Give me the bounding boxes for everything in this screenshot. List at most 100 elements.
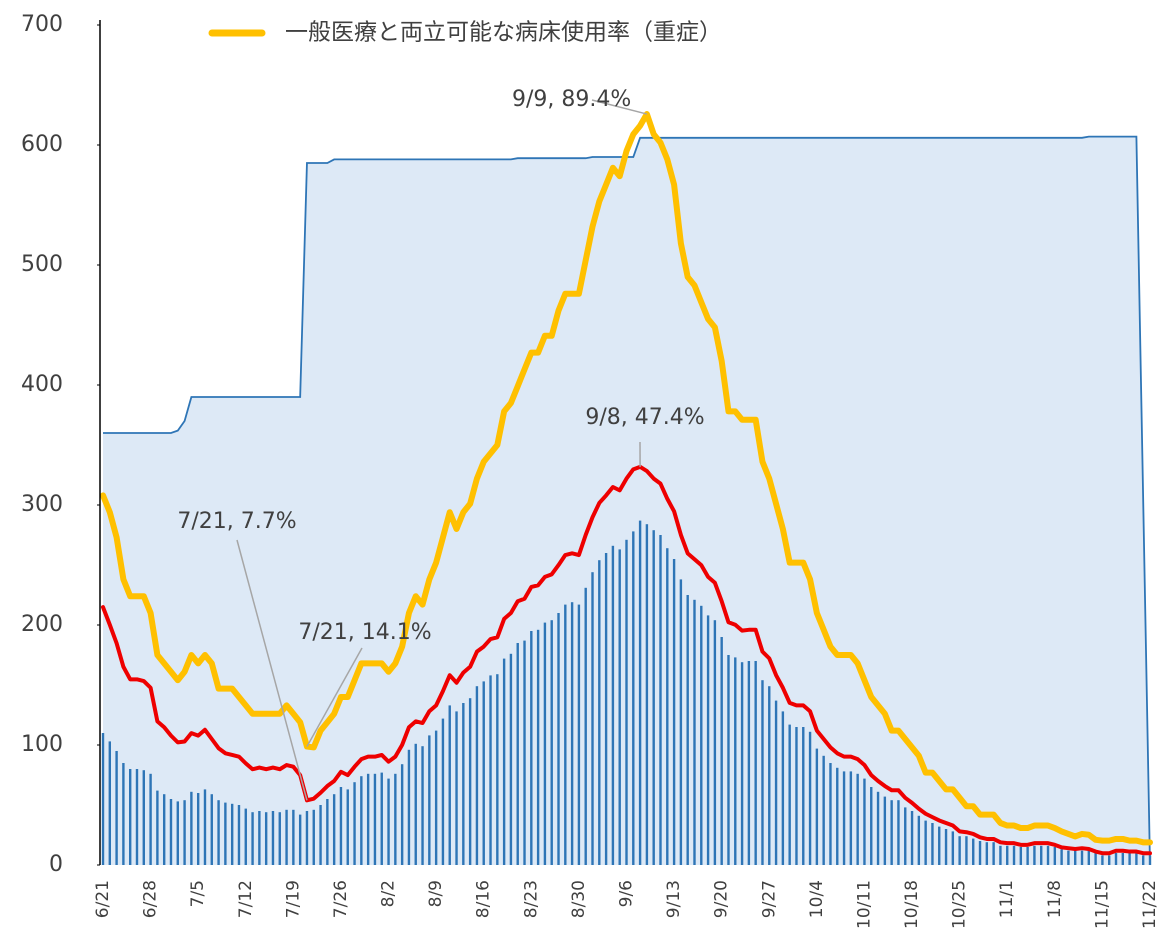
bar bbox=[462, 703, 465, 865]
bar bbox=[1067, 850, 1070, 865]
bar bbox=[360, 776, 363, 865]
x-tick-label: 8/30 bbox=[569, 880, 589, 918]
bar bbox=[1087, 850, 1091, 865]
bar bbox=[1019, 847, 1023, 865]
bar bbox=[475, 686, 479, 865]
bar bbox=[482, 681, 485, 865]
bar bbox=[890, 800, 893, 865]
bar bbox=[598, 560, 601, 865]
y-tick-label: 700 bbox=[21, 12, 63, 37]
bar bbox=[706, 615, 710, 865]
capacity-area bbox=[103, 136, 1150, 866]
bar bbox=[842, 771, 846, 865]
bar bbox=[1053, 847, 1057, 865]
x-tick-label: 9/6 bbox=[617, 880, 637, 907]
bar bbox=[346, 789, 349, 865]
bar bbox=[802, 727, 805, 865]
bar bbox=[591, 572, 594, 865]
bar bbox=[584, 587, 587, 865]
bar bbox=[448, 705, 451, 865]
bar bbox=[910, 811, 914, 865]
bar bbox=[713, 620, 717, 865]
x-tick-label: 8/16 bbox=[474, 880, 494, 918]
x-tick-label: 10/11 bbox=[854, 880, 874, 929]
bar bbox=[659, 535, 662, 865]
bar bbox=[135, 769, 139, 865]
bar bbox=[190, 791, 193, 865]
bar bbox=[312, 809, 315, 865]
bar bbox=[700, 605, 703, 865]
bar bbox=[876, 791, 880, 865]
bar bbox=[237, 805, 241, 865]
bar bbox=[863, 778, 866, 865]
bar bbox=[1046, 845, 1050, 865]
bar bbox=[1006, 845, 1009, 865]
bar bbox=[305, 811, 309, 865]
bar bbox=[530, 631, 533, 865]
bar bbox=[924, 820, 927, 865]
bar bbox=[788, 724, 791, 865]
bar bbox=[1121, 853, 1125, 865]
bar bbox=[196, 793, 200, 865]
bar bbox=[230, 803, 234, 865]
bar bbox=[720, 637, 723, 865]
bar bbox=[421, 746, 424, 865]
bar bbox=[101, 733, 105, 865]
x-tick-label: 11/22 bbox=[1140, 880, 1160, 929]
annotation-leader bbox=[591, 99, 648, 115]
bar bbox=[938, 826, 941, 865]
bar bbox=[434, 730, 438, 865]
bar bbox=[652, 530, 655, 865]
bar bbox=[278, 812, 281, 865]
y-tick-label: 600 bbox=[21, 132, 63, 157]
bar bbox=[917, 815, 921, 865]
bar bbox=[122, 763, 125, 865]
x-tick-label: 6/21 bbox=[93, 880, 113, 918]
bar bbox=[292, 809, 295, 865]
bar bbox=[951, 831, 955, 865]
x-tick-label: 10/25 bbox=[950, 880, 970, 929]
bar bbox=[1012, 845, 1016, 865]
bar bbox=[611, 545, 615, 865]
bar bbox=[1060, 849, 1063, 865]
bar bbox=[264, 812, 268, 865]
bar bbox=[577, 604, 581, 865]
bar bbox=[774, 700, 778, 865]
bar bbox=[1040, 845, 1043, 865]
x-tick-label: 6/28 bbox=[141, 880, 161, 918]
bar bbox=[496, 674, 499, 865]
x-tick-label: 11/1 bbox=[997, 880, 1017, 918]
bar bbox=[224, 802, 227, 865]
bar bbox=[992, 842, 995, 865]
bar bbox=[849, 771, 853, 865]
bar bbox=[1135, 853, 1138, 865]
bar bbox=[414, 743, 417, 865]
bar bbox=[428, 735, 431, 865]
bar bbox=[108, 741, 111, 865]
bar bbox=[210, 794, 213, 865]
x-tick-label: 7/19 bbox=[283, 880, 303, 918]
bar bbox=[353, 782, 356, 865]
bar bbox=[883, 796, 887, 865]
bar bbox=[965, 836, 968, 865]
x-tick-label: 8/2 bbox=[379, 880, 399, 907]
bar bbox=[618, 549, 621, 865]
bar bbox=[958, 836, 961, 865]
y-tick-label: 100 bbox=[21, 732, 63, 757]
bar bbox=[156, 790, 159, 865]
bar bbox=[972, 838, 975, 865]
bar bbox=[761, 680, 764, 865]
x-tick-label: 11/15 bbox=[1092, 880, 1112, 929]
bar bbox=[162, 794, 166, 865]
bar bbox=[387, 778, 390, 865]
bar bbox=[509, 653, 513, 865]
bar bbox=[666, 548, 669, 865]
annotation-leader bbox=[306, 647, 363, 747]
bar bbox=[1101, 855, 1104, 865]
bar bbox=[115, 751, 118, 865]
bar bbox=[795, 727, 798, 865]
bar bbox=[686, 595, 689, 865]
bar bbox=[768, 686, 771, 865]
bar bbox=[258, 811, 261, 865]
